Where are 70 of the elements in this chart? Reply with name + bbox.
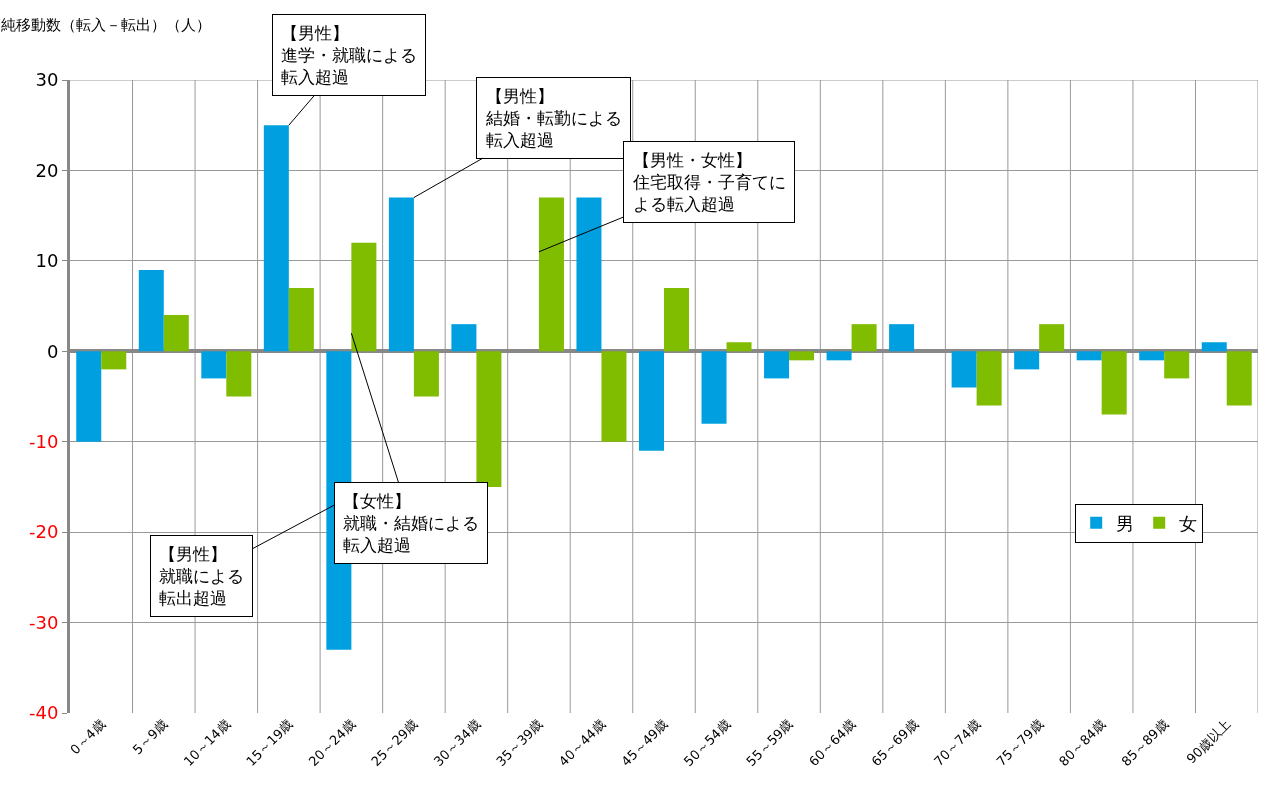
bar [263,125,289,352]
bar [1139,351,1165,361]
bar [851,324,877,352]
bar [226,351,252,397]
bar [1076,351,1102,361]
y-tick-label: -10 [28,431,59,453]
bar [1226,351,1252,406]
bar [789,351,815,361]
x-tick-label: 60～64歳 [805,716,859,769]
bar [138,269,164,352]
x-tick-label: 35～39歳 [493,716,546,769]
x-tick-label: 40～44歳 [555,716,609,769]
bar [1164,351,1190,379]
x-tick-label: 15～19歳 [243,716,296,769]
bar [476,351,502,487]
bar [351,242,377,352]
y-tick-label: -20 [28,521,59,543]
y-tick-label: 30 [35,69,59,91]
bar [576,197,602,352]
bar [388,197,414,352]
annotation: 【男性】就職による転出超過 [159,544,244,609]
bar [413,351,439,397]
bar [976,351,1002,406]
bar [826,351,852,361]
bar [726,342,752,352]
x-tick-label: 25～29歳 [368,716,421,769]
x-tick-label: 20～24歳 [305,716,359,769]
x-tick-label: 30～34歳 [430,716,484,769]
legend-label: 女 [1179,512,1198,534]
bar [163,315,189,352]
x-tick-label: 75～79歳 [993,716,1046,769]
annotation: 【女性】就職・結婚による転入超過 [343,491,479,556]
bar [201,351,227,379]
annotation: 【男性】進学・就職による転入超過 [281,23,417,88]
bar [638,351,664,451]
annotation: 【男性】結婚・転勤による転入超過 [485,86,622,151]
bar [601,351,627,442]
x-tick-label: 10～14歳 [180,716,234,769]
x-tick-label: 90歳以上 [1183,716,1234,767]
bar [664,287,690,352]
bar [451,324,477,352]
x-tick-label: 70～74歳 [930,716,984,769]
bar [701,351,727,424]
x-tick-label: 65～69歳 [868,716,921,769]
y-tick-label: -40 [28,702,59,724]
legend-label: 男 [1116,512,1135,534]
bar [538,197,564,352]
annotation: 【男性・女性】住宅取得・子育てによる転入超過 [632,150,786,215]
x-tick-label: 55～59歳 [743,716,796,769]
bar [1201,342,1227,352]
y-tick-label: 0 [46,340,59,362]
bar [1101,351,1127,415]
x-tick-label: 0～4歳 [67,716,108,758]
y-tick-label: 20 [35,159,59,181]
y-tick-label: -30 [28,611,59,633]
y-axis-title: 純移動数（転入－転出）（人） [1,16,211,34]
bar [76,351,102,442]
bar [288,287,314,352]
bar [889,324,915,352]
bar [1014,351,1040,370]
bar [764,351,790,379]
y-tick-label: 10 [35,250,59,272]
x-tick-label: 5～9歳 [129,716,171,758]
x-tick-label: 50～54歳 [680,716,734,769]
x-tick-label: 80～84歳 [1056,716,1109,769]
bar [1039,324,1065,352]
bar [101,351,127,370]
x-tick-label: 45～49歳 [618,716,671,769]
bar [951,351,977,388]
x-tick-label: 85～89歳 [1118,716,1171,769]
